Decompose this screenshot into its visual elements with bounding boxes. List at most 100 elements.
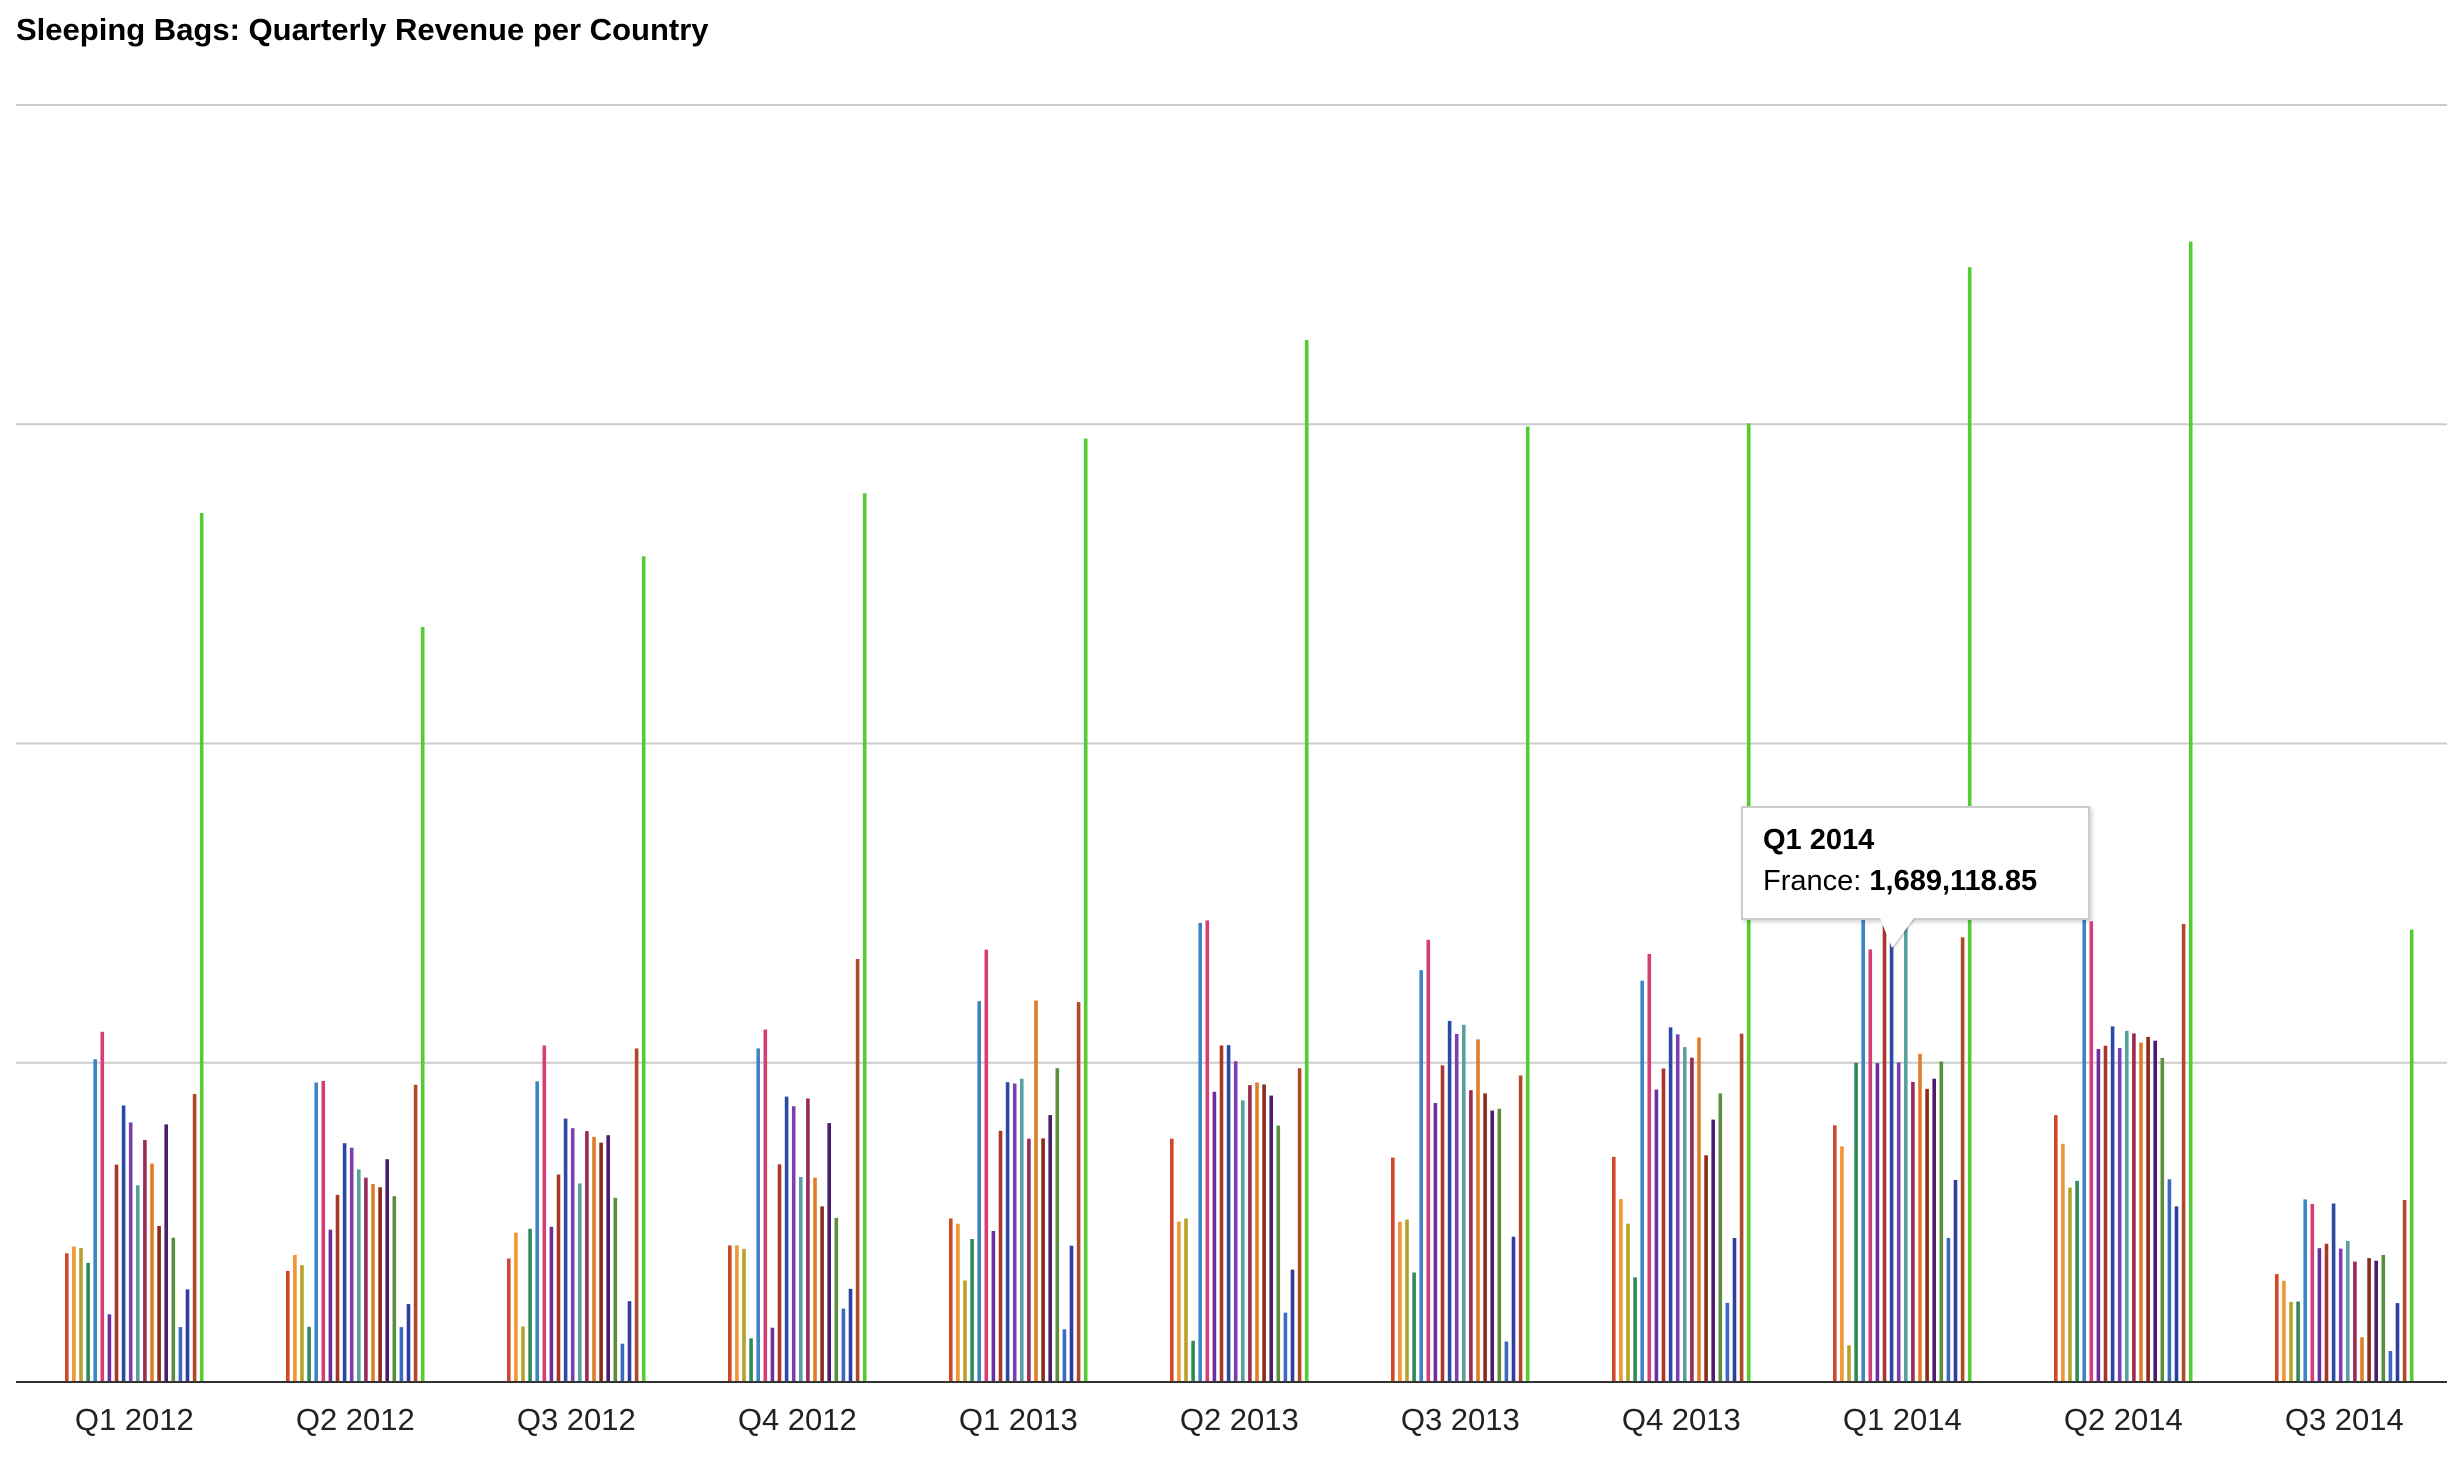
bar[interactable] [2110,1026,2115,1382]
bar[interactable] [2068,1187,2072,1382]
bar[interactable] [2096,1049,2101,1382]
bar[interactable] [1440,1065,1445,1382]
bar[interactable] [171,1237,176,1382]
bar[interactable] [1212,1091,1217,1382]
bar[interactable] [420,627,425,1382]
bar[interactable] [570,1128,575,1382]
bar[interactable] [1732,1238,1737,1382]
bar[interactable] [1633,1277,1637,1382]
bar[interactable] [1469,1090,1473,1382]
bar[interactable] [2061,1143,2065,1382]
bar[interactable] [1241,1100,1245,1382]
bar[interactable] [2181,923,2186,1382]
bar[interactable] [314,1082,318,1383]
bar[interactable] [756,1048,760,1382]
bar[interactable] [1932,1078,1936,1382]
bar[interactable] [1868,949,1873,1382]
bar[interactable] [1426,939,1431,1382]
bar[interactable] [2146,1036,2150,1382]
bar[interactable] [364,1177,368,1382]
bar[interactable] [1840,1146,1844,1382]
bar[interactable] [321,1080,326,1382]
bar[interactable] [2289,1301,2293,1382]
bar[interactable] [949,1218,953,1383]
bar[interactable] [514,1232,518,1382]
bar[interactable] [2132,1033,2136,1382]
bar[interactable] [1447,1020,1452,1382]
bar[interactable] [535,1081,539,1382]
bar[interactable] [72,1246,76,1382]
bar[interactable] [578,1183,582,1382]
bar[interactable] [2089,921,2094,1382]
bar[interactable] [107,1314,112,1382]
bar[interactable] [399,1327,404,1382]
bar[interactable] [2075,1180,2079,1382]
bar[interactable] [599,1142,603,1382]
bar[interactable] [349,1147,354,1382]
bar[interactable] [199,513,204,1382]
bar[interactable] [1076,1002,1081,1382]
bar[interactable] [1725,1302,1730,1382]
bar[interactable] [2324,1243,2329,1382]
bar[interactable] [1412,1272,1416,1383]
bar[interactable] [507,1258,511,1383]
bar[interactable] [2367,1258,2371,1382]
bar[interactable] [2374,1260,2378,1382]
bar[interactable] [1184,1218,1188,1383]
bar[interactable] [984,949,989,1382]
bar[interactable] [2381,1254,2386,1382]
bar[interactable] [998,1130,1003,1382]
bar[interactable] [1005,1082,1010,1382]
bar[interactable] [1647,953,1652,1382]
bar[interactable] [1718,1093,1723,1382]
bar[interactable] [1226,1045,1231,1382]
bar[interactable] [328,1229,333,1382]
bar[interactable] [2310,1203,2315,1382]
bar[interactable] [1476,1039,1480,1382]
bar[interactable] [1034,1000,1038,1383]
bar[interactable] [970,1239,974,1382]
bar[interactable] [1055,1068,1060,1382]
bar[interactable] [93,1059,97,1382]
bar[interactable] [1297,1068,1302,1382]
bar[interactable] [2188,241,2193,1383]
bar[interactable] [1511,1236,1516,1382]
bar[interactable] [1433,1103,1438,1382]
bar[interactable] [1904,921,1908,1382]
bar[interactable] [1490,1110,1494,1382]
bar[interactable] [2125,1030,2129,1382]
bar[interactable] [2082,919,2086,1382]
bar[interactable] [1497,1108,1502,1382]
bar[interactable] [1668,1027,1673,1382]
bar[interactable] [1911,1081,1915,1382]
bar[interactable] [556,1174,561,1383]
bar[interactable] [2395,1303,2400,1382]
bar[interactable] [848,1288,853,1382]
bar[interactable] [185,1289,190,1382]
bar[interactable] [563,1118,568,1382]
bar[interactable] [2303,1199,2307,1382]
bar[interactable] [2317,1248,2322,1382]
bar[interactable] [2282,1280,2286,1382]
bar[interactable] [1640,980,1644,1382]
bar[interactable] [293,1254,297,1382]
bar[interactable] [1454,1034,1459,1382]
bar[interactable] [1276,1125,1281,1382]
bar[interactable] [79,1247,83,1382]
bar[interactable] [86,1262,90,1382]
bar[interactable] [806,1098,810,1383]
bar[interactable] [300,1265,304,1382]
bar[interactable] [1283,1312,1288,1382]
bar[interactable] [2160,1058,2165,1382]
bar[interactable] [1946,1238,1951,1382]
bar[interactable] [157,1225,161,1382]
bar[interactable] [1875,1063,1880,1382]
bar[interactable] [2353,1261,2357,1382]
bar[interactable] [749,1338,753,1382]
bar[interactable] [2153,1040,2157,1382]
bar[interactable] [371,1184,375,1382]
bar[interactable] [2167,1179,2172,1382]
bar[interactable] [770,1327,775,1382]
bar[interactable] [855,959,860,1382]
bar[interactable] [1833,1125,1837,1382]
